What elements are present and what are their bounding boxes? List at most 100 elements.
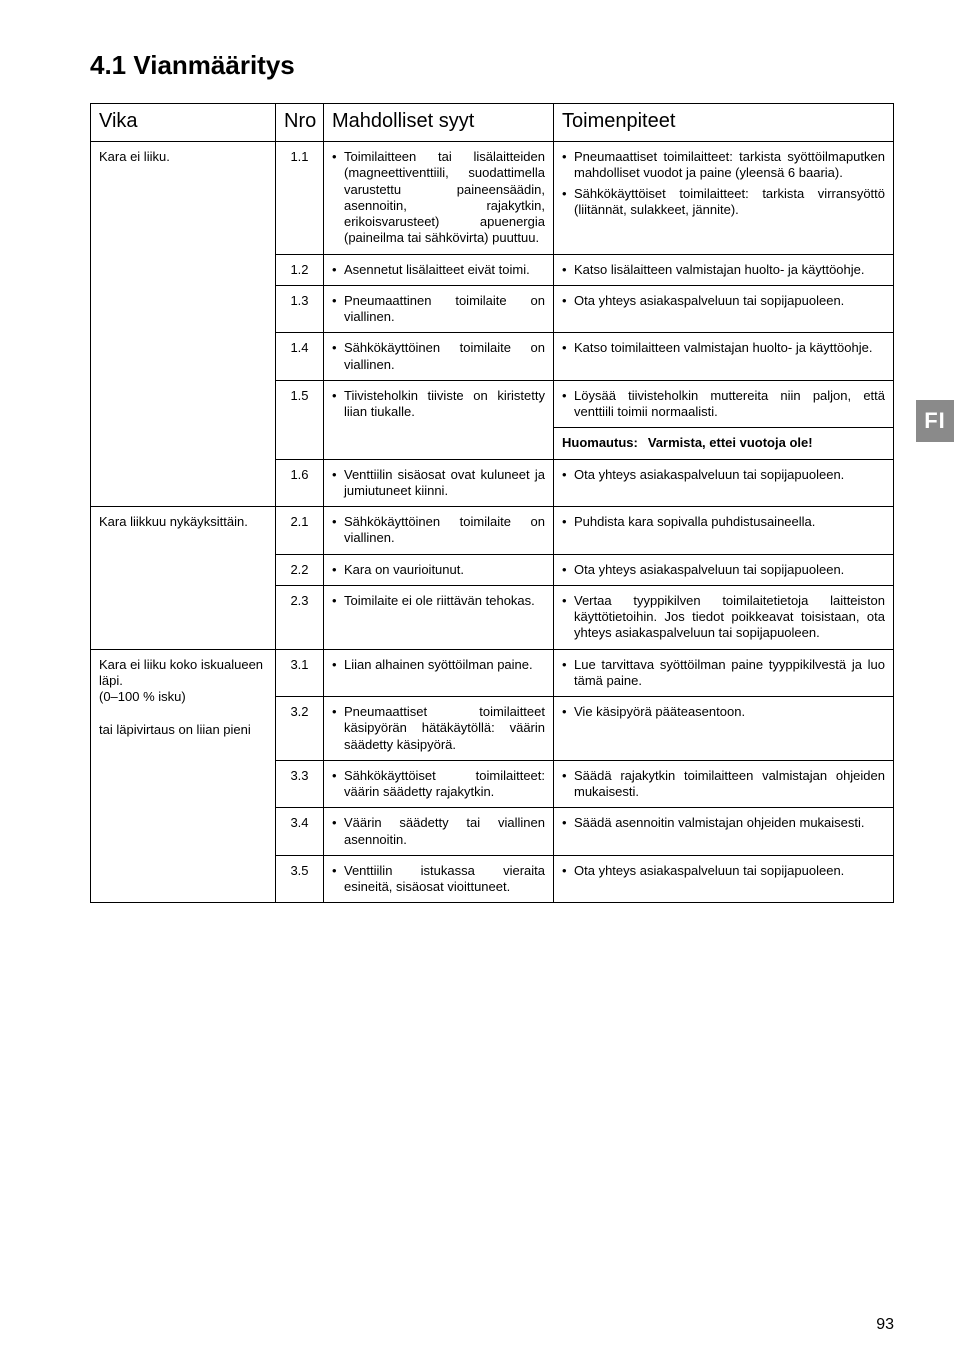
bullet-item: Ota yhteys asiakaspalveluun tai sopijapu… (562, 562, 885, 578)
syyt-cell: Kara on vaurioitunut. (324, 554, 554, 585)
syyt-cell: Venttiilin istukassa vieraita esineitä, … (324, 855, 554, 903)
bullet-item: Lue tarvittava syöttöilman paine tyyppik… (562, 657, 885, 690)
bullet-list: Venttiilin sisäosat ovat kuluneet ja jum… (332, 467, 545, 500)
bullet-item: Sähkökäyttöinen toimilaite on viallinen. (332, 514, 545, 547)
bullet-list: Liian alhainen syöttöilman paine. (332, 657, 545, 673)
toimenpiteet-cell: Vie käsipyörä pääteasentoon. (554, 697, 894, 761)
nro-cell: 1.3 (276, 285, 324, 333)
bullet-list: Väärin säädetty tai viallinen asennoitin… (332, 815, 545, 848)
vika-cell: Kara ei liiku koko iskualueen läpi. (0–1… (91, 649, 276, 903)
bullet-list: Sähkökäyttöinen toimilaite on viallinen. (332, 514, 545, 547)
bullet-list: Säädä rajakytkin toimilaitteen valmistaj… (562, 768, 885, 801)
bullet-list: Toimilaite ei ole riittävän tehokas. (332, 593, 545, 609)
section-heading: 4.1 Vianmääritys (90, 50, 894, 81)
toimenpiteet-cell: Ota yhteys asiakaspalveluun tai sopijapu… (554, 855, 894, 903)
bullet-list: Ota yhteys asiakaspalveluun tai sopijapu… (562, 293, 885, 309)
toimenpiteet-cell: Pneumaattiset toimilaitteet: tarkista sy… (554, 142, 894, 255)
header-nro: Nro (276, 104, 324, 142)
bullet-item: Sähkökäyttöiset toimilaitteet: tarkista … (562, 186, 885, 219)
header-syyt: Mahdolliset syyt (324, 104, 554, 142)
bullet-item: Väärin säädetty tai viallinen asennoitin… (332, 815, 545, 848)
bullet-item: Löysää tiivisteholkin muttereita niin pa… (562, 388, 885, 421)
nro-cell: 3.5 (276, 855, 324, 903)
syyt-cell: Sähkökäyttöinen toimilaite on viallinen. (324, 333, 554, 381)
bullet-item: Ota yhteys asiakaspalveluun tai sopijapu… (562, 863, 885, 879)
bullet-list: Katso lisälaitteen valmistajan huolto- j… (562, 262, 885, 278)
nro-cell: 3.4 (276, 808, 324, 856)
bullet-list: Pneumaattiset toimilaitteet: tarkista sy… (562, 149, 885, 218)
bullet-item: Puhdista kara sopivalla puhdistusaineell… (562, 514, 885, 530)
bullet-item: Kara on vaurioitunut. (332, 562, 545, 578)
note-text: Varmista, ettei vuotoja ole! (648, 435, 813, 450)
nro-cell: 1.4 (276, 333, 324, 381)
bullet-list: Toimilaitteen tai lisälaitteiden (magnee… (332, 149, 545, 247)
bullet-item: Toimilaitteen tai lisälaitteiden (magnee… (332, 149, 545, 247)
bullet-list: Lue tarvittava syöttöilman paine tyyppik… (562, 657, 885, 690)
bullet-list: Pneumaattinen toimilaite on viallinen. (332, 293, 545, 326)
note-label: Huomautus: (562, 435, 638, 450)
toimenpiteet-cell: Säädä rajakytkin toimilaitteen valmistaj… (554, 760, 894, 808)
syyt-cell: Pneumaattinen toimilaite on viallinen. (324, 285, 554, 333)
bullet-list: Säädä asennoitin valmistajan ohjeiden mu… (562, 815, 885, 831)
language-tab: FI (916, 400, 954, 442)
syyt-cell: Sähkökäyttöiset toimilaitteet: väärin sä… (324, 760, 554, 808)
bullet-list: Kara on vaurioitunut. (332, 562, 545, 578)
bullet-item: Katso toimilaitteen valmistajan huolto- … (562, 340, 885, 356)
syyt-cell: Tiivisteholkin tiiviste on kiristetty li… (324, 380, 554, 459)
bullet-list: Sähkökäyttöinen toimilaite on viallinen. (332, 340, 545, 373)
table-header-row: Vika Nro Mahdolliset syyt Toimenpiteet (91, 104, 894, 142)
table-row: Kara liikkuu nykäyksittäin.2.1Sähkökäytt… (91, 507, 894, 555)
bullet-list: Ota yhteys asiakaspalveluun tai sopijapu… (562, 863, 885, 879)
bullet-item: Asennetut lisälaitteet eivät toimi. (332, 262, 545, 278)
syyt-cell: Toimilaitteen tai lisälaitteiden (magnee… (324, 142, 554, 255)
nro-cell: 3.2 (276, 697, 324, 761)
syyt-cell: Pneumaattiset toimilaitteet käsipyörän h… (324, 697, 554, 761)
syyt-cell: Asennetut lisälaitteet eivät toimi. (324, 254, 554, 285)
bullet-list: Löysää tiivisteholkin muttereita niin pa… (562, 388, 885, 421)
bullet-list: Puhdista kara sopivalla puhdistusaineell… (562, 514, 885, 530)
bullet-item: Vie käsipyörä pääteasentoon. (562, 704, 885, 720)
bullet-item: Pneumaattiset toimilaitteet käsipyörän h… (332, 704, 545, 753)
bullet-item: Sähkökäyttöiset toimilaitteet: väärin sä… (332, 768, 545, 801)
syyt-cell: Toimilaite ei ole riittävän tehokas. (324, 585, 554, 649)
bullet-item: Katso lisälaitteen valmistajan huolto- j… (562, 262, 885, 278)
bullet-list: Tiivisteholkin tiiviste on kiristetty li… (332, 388, 545, 421)
header-vika: Vika (91, 104, 276, 142)
bullet-list: Vertaa tyyppikilven toimilaitetietoja la… (562, 593, 885, 642)
bullet-list: Vie käsipyörä pääteasentoon. (562, 704, 885, 720)
bullet-item: Toimilaite ei ole riittävän tehokas. (332, 593, 545, 609)
bullet-item: Sähkökäyttöinen toimilaite on viallinen. (332, 340, 545, 373)
table-row: Kara ei liiku.1.1Toimilaitteen tai lisäl… (91, 142, 894, 255)
toimenpiteet-cell: Vertaa tyyppikilven toimilaitetietoja la… (554, 585, 894, 649)
toimenpiteet-cell: Katso lisälaitteen valmistajan huolto- j… (554, 254, 894, 285)
bullet-item: Venttiilin istukassa vieraita esineitä, … (332, 863, 545, 896)
bullet-item: Säädä asennoitin valmistajan ohjeiden mu… (562, 815, 885, 831)
toimenpiteet-cell: Katso toimilaitteen valmistajan huolto- … (554, 333, 894, 381)
bullet-item: Säädä rajakytkin toimilaitteen valmistaj… (562, 768, 885, 801)
bullet-item: Venttiilin sisäosat ovat kuluneet ja jum… (332, 467, 545, 500)
page-number: 93 (876, 1316, 894, 1334)
troubleshooting-table: Vika Nro Mahdolliset syyt Toimenpiteet K… (90, 103, 894, 903)
syyt-cell: Liian alhainen syöttöilman paine. (324, 649, 554, 697)
bullet-item: Ota yhteys asiakaspalveluun tai sopijapu… (562, 293, 885, 309)
syyt-cell: Väärin säädetty tai viallinen asennoitin… (324, 808, 554, 856)
bullet-list: Pneumaattiset toimilaitteet käsipyörän h… (332, 704, 545, 753)
bullet-item: Vertaa tyyppikilven toimilaitetietoja la… (562, 593, 885, 642)
vika-cell: Kara ei liiku. (91, 142, 276, 507)
nro-cell: 1.5 (276, 380, 324, 459)
bullet-item: Pneumaattiset toimilaitteet: tarkista sy… (562, 149, 885, 182)
page: 4.1 Vianmääritys Vika Nro Mahdolliset sy… (0, 0, 954, 1354)
bullet-list: Asennetut lisälaitteet eivät toimi. (332, 262, 545, 278)
nro-cell: 1.1 (276, 142, 324, 255)
toimenpiteet-cell: Ota yhteys asiakaspalveluun tai sopijapu… (554, 459, 894, 507)
bullet-item: Tiivisteholkin tiiviste on kiristetty li… (332, 388, 545, 421)
vika-cell: Kara liikkuu nykäyksittäin. (91, 507, 276, 650)
toimenpiteet-cell: Säädä asennoitin valmistajan ohjeiden mu… (554, 808, 894, 856)
table-row: Kara ei liiku koko iskualueen läpi. (0–1… (91, 649, 894, 697)
bullet-list: Sähkökäyttöiset toimilaitteet: väärin sä… (332, 768, 545, 801)
toimenpiteet-cell: Ota yhteys asiakaspalveluun tai sopijapu… (554, 554, 894, 585)
toimenpiteet-cell: Puhdista kara sopivalla puhdistusaineell… (554, 507, 894, 555)
note-cell: Huomautus: Varmista, ettei vuotoja ole! (554, 428, 894, 459)
bullet-list: Ota yhteys asiakaspalveluun tai sopijapu… (562, 562, 885, 578)
nro-cell: 1.2 (276, 254, 324, 285)
